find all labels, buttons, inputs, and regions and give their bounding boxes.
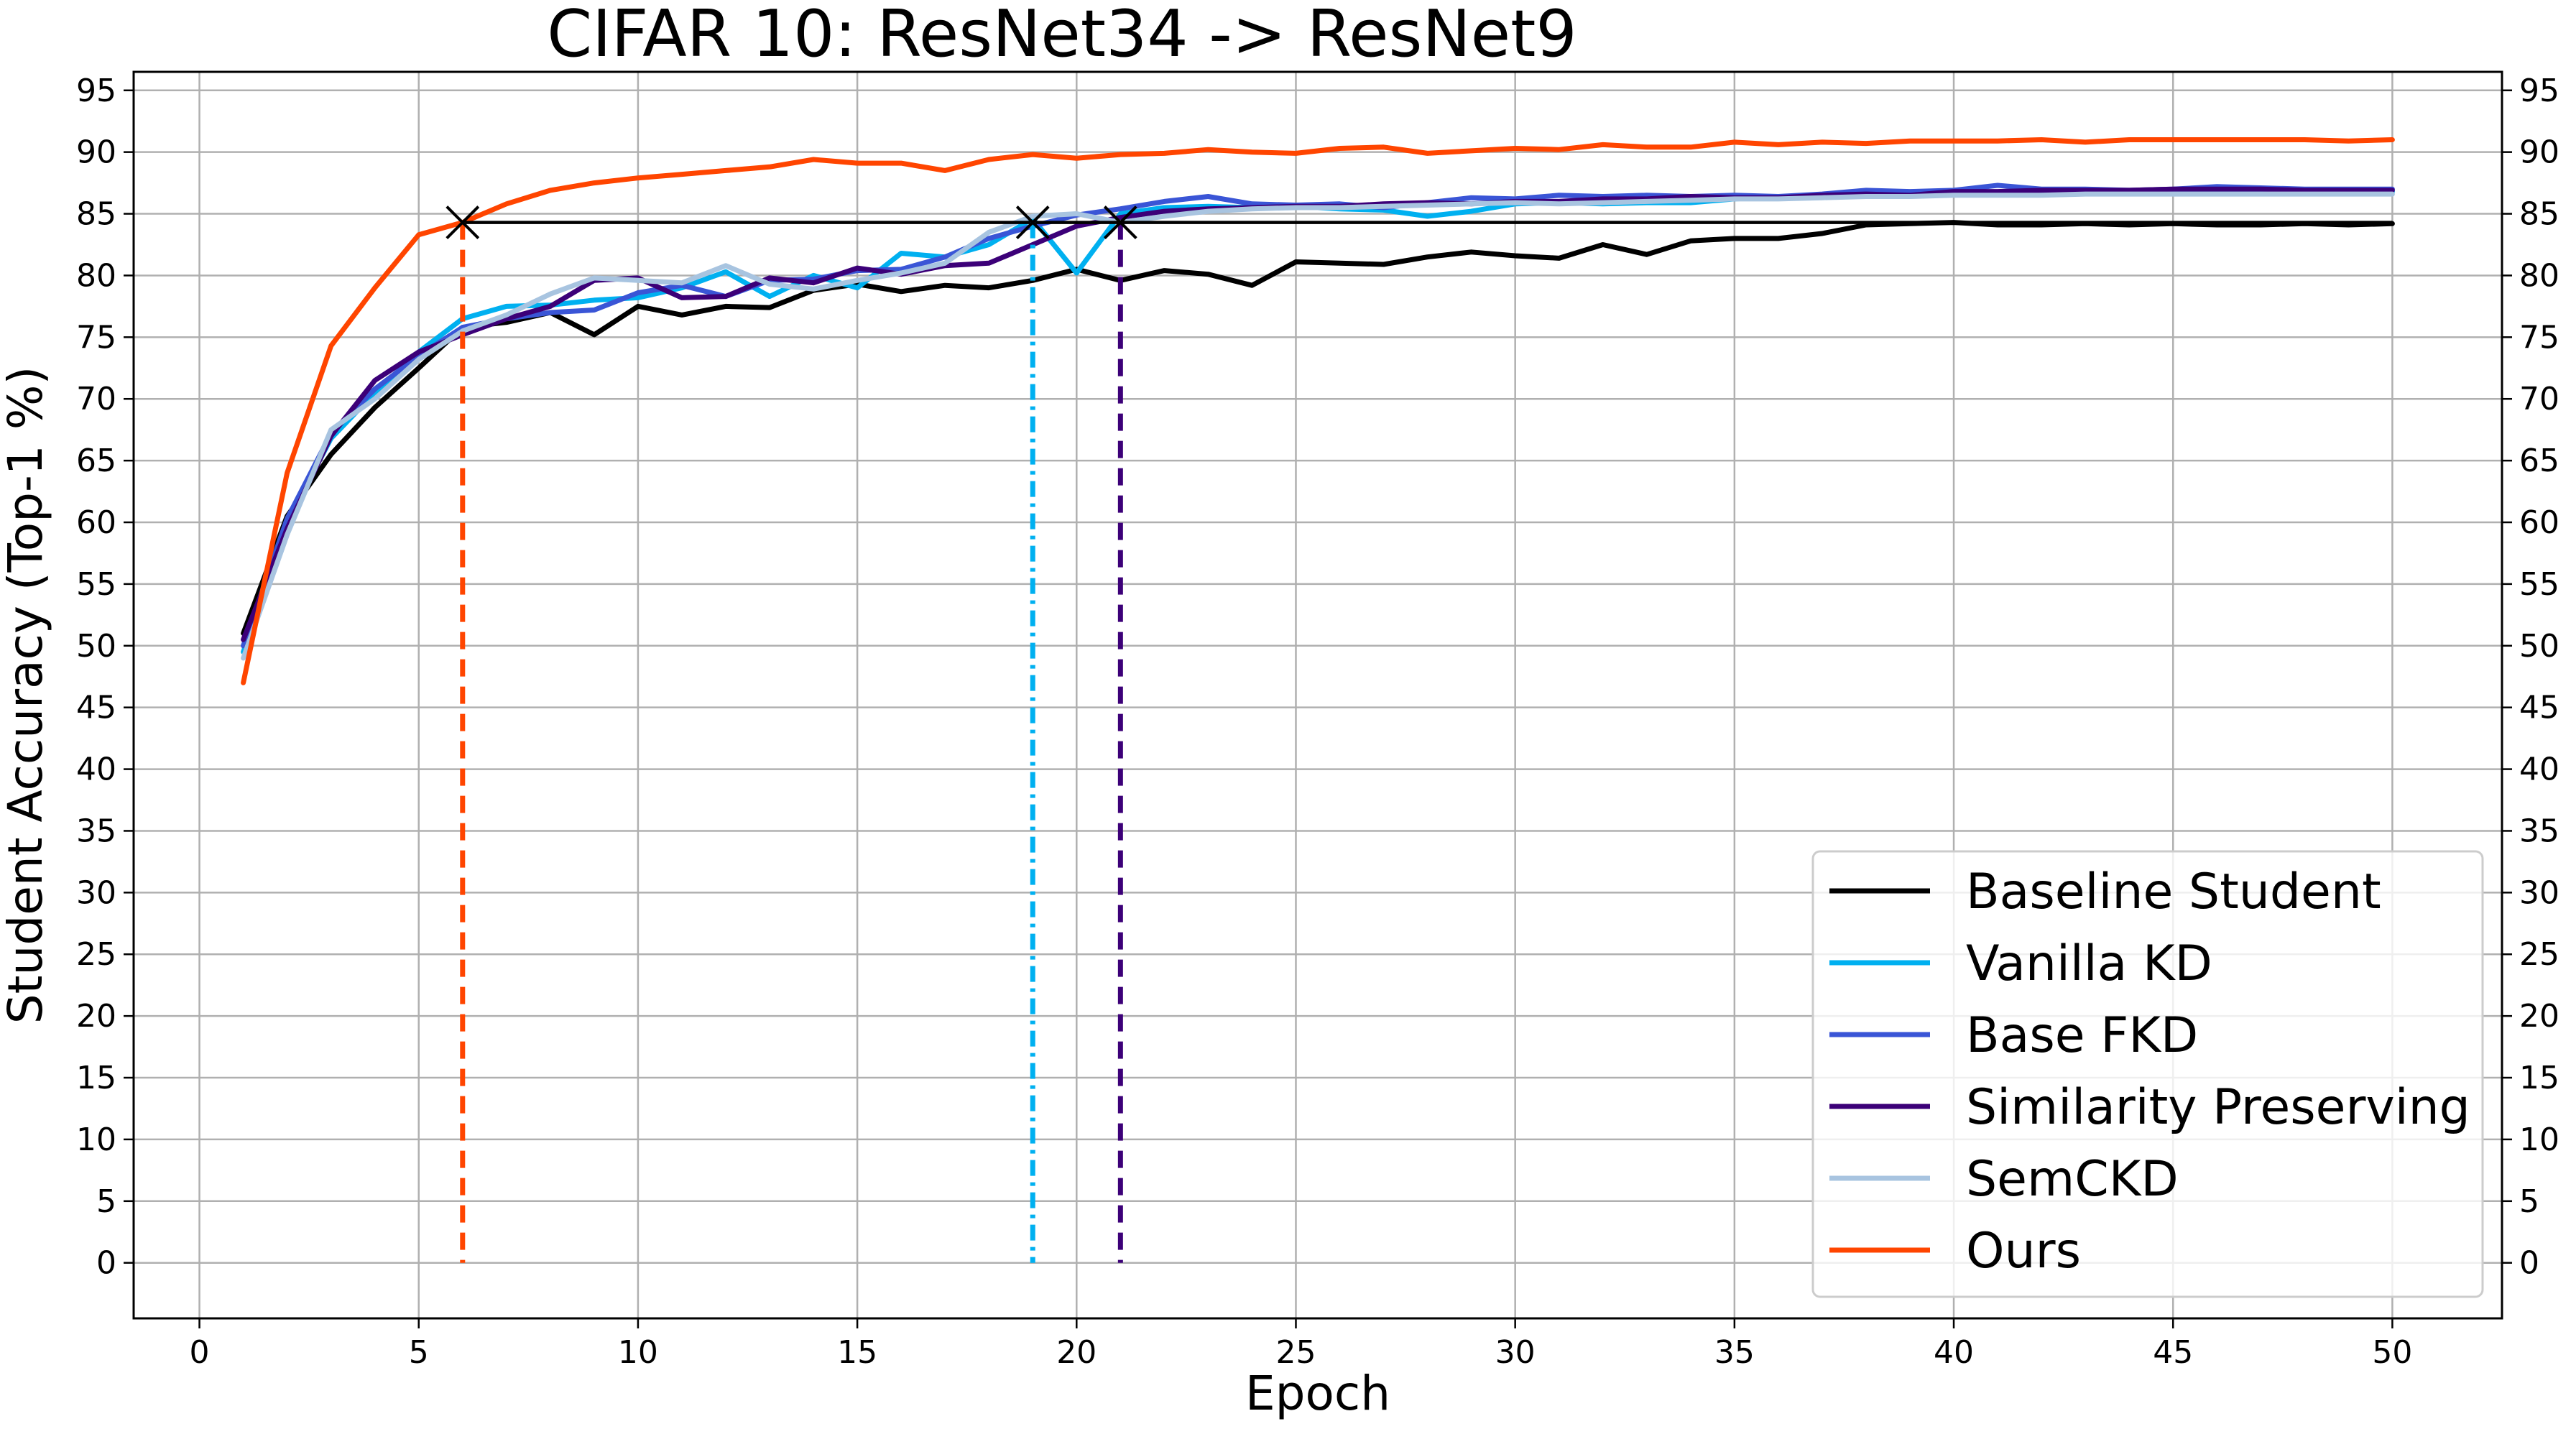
y-tick-label-left: 90 xyxy=(76,134,116,171)
x-tick-label: 25 xyxy=(1275,1334,1316,1371)
y-tick-label-left: 0 xyxy=(96,1245,116,1282)
y-tick-label-left: 20 xyxy=(76,998,116,1035)
series-line-4 xyxy=(241,191,2395,661)
legend-label-1: Vanilla KD xyxy=(1966,935,2212,992)
y-tick-label-left: 40 xyxy=(76,752,116,788)
x-tick-label: 35 xyxy=(1714,1334,1755,1371)
x-marker-stroke xyxy=(446,205,480,239)
x-marker-stroke xyxy=(1015,205,1050,239)
x-tick-label: 0 xyxy=(190,1334,210,1371)
y-tick-label-left: 10 xyxy=(76,1122,116,1158)
x-tick-label: 40 xyxy=(1934,1334,1974,1371)
y-tick-label-left: 60 xyxy=(76,504,116,541)
legend-label-2: Base FKD xyxy=(1966,1007,2198,1064)
y-tick-label-left: 65 xyxy=(76,443,116,479)
annotations xyxy=(446,205,2393,1263)
y-tick-label-right: 40 xyxy=(2519,752,2559,788)
x-marker-1 xyxy=(1015,205,1050,239)
x-marker-0 xyxy=(446,205,480,239)
series-lines xyxy=(241,137,2395,685)
y-tick-label-right: 25 xyxy=(2519,936,2559,973)
y-tick-label-left: 5 xyxy=(96,1183,116,1220)
x-marker-stroke xyxy=(1103,205,1137,239)
x-axis-title: Epoch xyxy=(1245,1366,1390,1421)
y-tick-label-left: 80 xyxy=(76,257,116,294)
y-tick-label-right: 60 xyxy=(2519,504,2559,541)
legend-label-5: Ours xyxy=(1966,1223,2081,1280)
x-tick-label: 30 xyxy=(1495,1334,1536,1371)
y-tick-label-right: 95 xyxy=(2519,73,2559,109)
x-tick-label: 15 xyxy=(837,1334,877,1371)
x-marker-2 xyxy=(1103,205,1137,239)
y-tick-label-right: 90 xyxy=(2519,134,2559,171)
y-tick-label-right: 50 xyxy=(2519,628,2559,665)
y-tick-label-right: 0 xyxy=(2519,1245,2539,1282)
y-tick-label-left: 50 xyxy=(76,628,116,665)
x-tick-label: 45 xyxy=(2153,1334,2193,1371)
y-tick-label-right: 5 xyxy=(2519,1183,2539,1220)
y-tick-label-right: 75 xyxy=(2519,319,2559,356)
y-tick-label-left: 75 xyxy=(76,319,116,356)
y-tick-label-right: 10 xyxy=(2519,1122,2559,1158)
x-tick-label: 50 xyxy=(2372,1334,2412,1371)
y-tick-label-left: 95 xyxy=(76,73,116,109)
y-tick-label-right: 15 xyxy=(2519,1060,2559,1096)
legend-label-3: Similarity Preserving xyxy=(1966,1079,2470,1136)
y-tick-label-left: 85 xyxy=(76,196,116,233)
x-tick-label: 5 xyxy=(409,1334,429,1371)
y-tick-label-right: 30 xyxy=(2519,874,2559,911)
y-tick-label-right: 20 xyxy=(2519,998,2559,1035)
legend-label-0: Baseline Student xyxy=(1966,864,2381,920)
y-tick-label-left: 35 xyxy=(76,813,116,849)
series-line-5 xyxy=(241,137,2395,685)
y-tick-label-right: 35 xyxy=(2519,813,2559,849)
series-line-0 xyxy=(241,220,2395,637)
y-tick-label-left: 55 xyxy=(76,566,116,603)
y-axis-title: Student Accuracy (Top-1 %) xyxy=(0,366,53,1024)
legend-box xyxy=(1811,850,2484,1298)
legend: Baseline Student Vanilla KD Base FKD Simila… xyxy=(1811,850,2484,1298)
y-tick-label-right: 45 xyxy=(2519,690,2559,726)
y-tick-label-left: 70 xyxy=(76,381,116,417)
y-tick-label-right: 55 xyxy=(2519,566,2559,603)
y-tick-label-left: 15 xyxy=(76,1060,116,1096)
y-tick-label-right: 65 xyxy=(2519,443,2559,479)
y-tick-label-left: 30 xyxy=(76,874,116,911)
y-tick-label-left: 25 xyxy=(76,936,116,973)
plot-frame xyxy=(132,70,2503,1320)
x-tick-label: 20 xyxy=(1056,1334,1097,1371)
y-tick-label-right: 85 xyxy=(2519,196,2559,233)
x-tick-label: 10 xyxy=(618,1334,658,1371)
legend-label-4: SemCKD xyxy=(1966,1151,2179,1208)
y-tick-label-left: 45 xyxy=(76,690,116,726)
chart-title: CIFAR 10: ResNet34 -> ResNet9 xyxy=(547,0,1576,72)
y-tick-label-right: 70 xyxy=(2519,381,2559,417)
y-tick-label-right: 80 xyxy=(2519,257,2559,294)
